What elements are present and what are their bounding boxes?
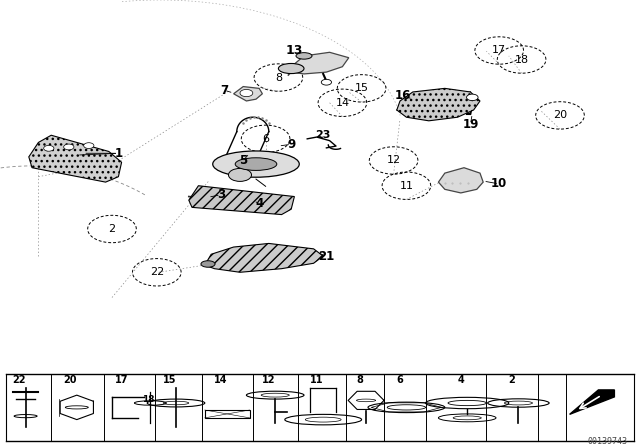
- Text: 8: 8: [356, 375, 363, 385]
- Polygon shape: [29, 135, 122, 182]
- Text: 13: 13: [285, 44, 303, 57]
- Text: 4: 4: [255, 197, 263, 210]
- Bar: [205, 410, 250, 418]
- Text: 2: 2: [509, 375, 515, 385]
- Text: 17: 17: [115, 375, 129, 385]
- Ellipse shape: [236, 158, 277, 170]
- Text: 8: 8: [275, 73, 282, 82]
- Text: 22: 22: [12, 375, 26, 385]
- Polygon shape: [438, 168, 483, 193]
- Text: 11: 11: [399, 181, 413, 191]
- Text: 18: 18: [515, 55, 529, 65]
- Polygon shape: [288, 52, 349, 76]
- Circle shape: [84, 143, 94, 148]
- Text: 00139743: 00139743: [588, 437, 627, 446]
- Text: 6: 6: [262, 134, 269, 144]
- Text: 15: 15: [163, 375, 177, 385]
- Polygon shape: [397, 88, 480, 121]
- Text: 4: 4: [458, 375, 464, 385]
- Text: 6: 6: [397, 375, 403, 385]
- Text: 18: 18: [142, 395, 155, 404]
- Text: 14: 14: [335, 98, 349, 108]
- Text: 12: 12: [262, 375, 276, 385]
- Polygon shape: [570, 390, 614, 414]
- Text: 7: 7: [220, 84, 228, 97]
- Text: 12: 12: [387, 155, 401, 165]
- Text: 22: 22: [150, 267, 164, 277]
- Circle shape: [228, 168, 252, 181]
- Text: 14: 14: [214, 375, 228, 385]
- Text: 11: 11: [310, 375, 324, 385]
- Polygon shape: [234, 86, 262, 101]
- Text: 23: 23: [316, 130, 331, 140]
- Ellipse shape: [212, 151, 300, 177]
- Circle shape: [44, 146, 54, 151]
- Text: 1: 1: [115, 147, 122, 160]
- Text: 3: 3: [217, 188, 225, 201]
- Text: 10: 10: [491, 177, 508, 190]
- Text: 2: 2: [108, 224, 116, 234]
- Ellipse shape: [278, 64, 304, 73]
- Polygon shape: [205, 243, 323, 272]
- Circle shape: [64, 144, 74, 150]
- Ellipse shape: [296, 53, 312, 59]
- Text: 20: 20: [63, 375, 77, 385]
- Text: 5: 5: [239, 154, 247, 167]
- Text: 9: 9: [287, 138, 295, 151]
- Text: 15: 15: [355, 83, 369, 93]
- Text: 19: 19: [462, 118, 479, 131]
- Ellipse shape: [201, 261, 215, 267]
- Text: 20: 20: [553, 110, 567, 121]
- Circle shape: [467, 94, 478, 101]
- Circle shape: [240, 90, 253, 97]
- Polygon shape: [189, 186, 294, 215]
- Circle shape: [321, 79, 332, 85]
- Text: 16: 16: [395, 89, 412, 102]
- Text: 17: 17: [492, 46, 506, 56]
- Text: 21: 21: [318, 250, 335, 263]
